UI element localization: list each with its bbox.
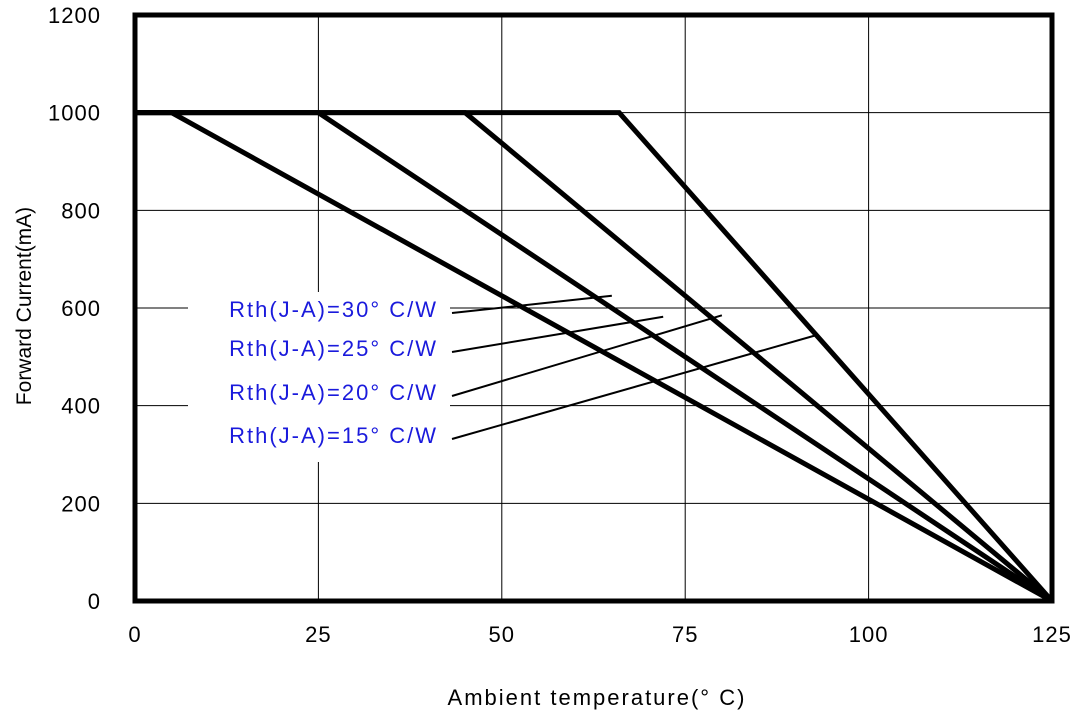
label-backdrop bbox=[188, 292, 450, 462]
y-tick-label: 1200 bbox=[48, 3, 101, 28]
y-tick-label: 800 bbox=[61, 198, 101, 223]
series-label: Rth(J-A)=15° C/W bbox=[229, 423, 438, 448]
derating-curves bbox=[135, 110, 1054, 604]
leader-line bbox=[451, 314, 723, 397]
x-tick-label: 25 bbox=[305, 622, 331, 647]
x-axis-title: Ambient temperature(° C) bbox=[448, 685, 747, 710]
leader-line bbox=[451, 294, 612, 314]
x-tick-label: 100 bbox=[849, 622, 889, 647]
series-label: Rth(J-A)=30° C/W bbox=[229, 297, 438, 322]
y-tick-label: 0 bbox=[88, 589, 101, 614]
x-tick-label: 125 bbox=[1032, 622, 1072, 647]
y-tick-label: 1000 bbox=[48, 101, 101, 126]
x-tick-labels: 0 25 50 75 100 125 bbox=[128, 622, 1072, 647]
leader-line bbox=[451, 333, 818, 440]
series-label: Rth(J-A)=20° C/W bbox=[229, 380, 438, 405]
series-line bbox=[135, 110, 1054, 603]
leader-line bbox=[451, 315, 664, 353]
y-tick-label: 400 bbox=[61, 394, 101, 419]
x-tick-label: 0 bbox=[128, 622, 141, 647]
y-axis-title: Forward Current(mA) bbox=[13, 207, 36, 405]
y-tick-label: 600 bbox=[61, 296, 101, 321]
x-tick-label: 75 bbox=[672, 622, 698, 647]
series-label: Rth(J-A)=25° C/W bbox=[229, 336, 438, 361]
y-tick-label: 200 bbox=[61, 491, 101, 516]
y-tick-labels: 0 200 400 600 800 1000 1200 bbox=[48, 3, 101, 614]
label-leader-lines bbox=[188, 292, 818, 462]
x-tick-label: 50 bbox=[489, 622, 515, 647]
plot-frame bbox=[132, 12, 1055, 604]
series-labels: Rth(J-A)=30° C/W Rth(J-A)=25° C/W Rth(J-A)… bbox=[229, 297, 438, 448]
